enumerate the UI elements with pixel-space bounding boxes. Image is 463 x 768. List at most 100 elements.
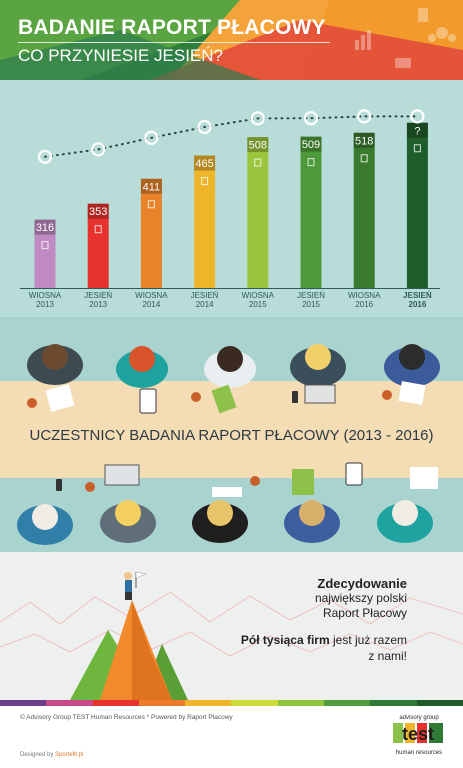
x-tick-label: 2014 (143, 300, 161, 309)
bar (406, 122, 428, 288)
chart-background (0, 80, 463, 317)
x-tick-label: 2013 (36, 300, 54, 309)
color-strip-segment (0, 700, 47, 706)
coffee-cup-icon (85, 482, 95, 492)
bar-label-box (406, 122, 428, 138)
participants-heading: UCZESTNICY BADANIA RAPORT PŁACOWY (2013 … (29, 427, 434, 444)
trend-point (250, 111, 265, 126)
person-icon (100, 500, 156, 543)
summary-section: Zdecydowanie największy polski Raport Pł… (0, 552, 463, 700)
person-icon (27, 344, 83, 385)
bar-label-box (300, 136, 322, 152)
bar (140, 178, 162, 288)
bar-value-label: 465 (195, 158, 213, 170)
page-title: BADANIE RAPORT PŁACOWY (18, 16, 326, 39)
x-tick-label: JESIEŃ (84, 291, 112, 300)
meeting-illustration: UCZESTNICY BADANIA RAPORT PŁACOWY (2013 … (0, 317, 463, 552)
bar-label-box (140, 178, 162, 194)
footer (0, 706, 463, 768)
coffee-cup-icon (27, 398, 37, 408)
companies-line-2: z nami! (368, 649, 407, 663)
x-tick-label: WIOSNA (242, 291, 275, 300)
companies-rest: jest już razem (329, 633, 407, 647)
bar-label-box (353, 132, 375, 148)
page-subtitle: CO PRZYNIESIE JESIEŃ? (18, 46, 223, 65)
color-strip-segment (277, 700, 325, 706)
color-strip-segment (231, 700, 278, 706)
trend-point (197, 119, 212, 135)
trend-point (144, 130, 159, 145)
summary-line-1: Zdecydowanie (317, 576, 407, 591)
bar-chart: 316WIOSNA2013353JESIEŃ2013411WIOSNA20144… (0, 80, 463, 317)
x-tick-label: 2015 (302, 300, 320, 309)
trend-point (91, 142, 106, 157)
summary-line-2: największy polski (314, 591, 407, 605)
svg-text:advisory group: advisory group (399, 715, 439, 721)
header-banner: BADANIE RAPORT PŁACOWY CO PRZYNIESIE JES… (0, 0, 463, 80)
bar-value-label: 508 (249, 140, 267, 152)
company-logo: advisory group test human resources (393, 715, 443, 756)
phone-icon (56, 479, 62, 491)
coffee-cup-icon (250, 476, 260, 486)
person-icon (17, 504, 73, 545)
color-strip-segment (92, 700, 139, 706)
tablet-icon (345, 462, 363, 486)
document-icon (360, 154, 368, 163)
x-tick-label: WIOSNA (348, 291, 381, 300)
color-strip-segment (46, 700, 93, 706)
summary-text: Zdecydowanie największy polski Raport Pł… (315, 576, 407, 621)
laptop-icon (104, 464, 140, 486)
document-icon (41, 241, 49, 250)
document-icon (254, 158, 262, 167)
bar (87, 203, 109, 288)
trend-point (410, 109, 425, 124)
document-icon (94, 225, 102, 234)
paper-icon (398, 381, 426, 405)
document-icon (307, 158, 315, 167)
title-divider (18, 42, 330, 43)
bar-label-box (34, 219, 56, 235)
trend-point (303, 111, 319, 126)
climber-icon (124, 572, 132, 580)
laptop-icon (304, 384, 336, 404)
color-strip-segment (370, 700, 417, 706)
paper-icon (212, 487, 242, 497)
x-tick-label: 2014 (196, 300, 214, 309)
person-icon (192, 500, 248, 543)
x-tick-label: 2016 (409, 300, 427, 309)
tablet-icon (139, 388, 157, 414)
color-strip (0, 700, 463, 706)
x-tick-label: WIOSNA (29, 291, 62, 300)
designed-by-text: Designed by Sportellt.pl (20, 752, 84, 758)
bar (34, 219, 56, 288)
paper-icon (45, 384, 75, 412)
coffee-cup-icon (191, 392, 201, 402)
trend-point (357, 109, 372, 124)
x-tick-label: JESIEŃ (191, 291, 219, 300)
x-tick-label: 2013 (89, 300, 107, 309)
bar-value-label: 518 (355, 135, 373, 147)
clipboard-icon (211, 384, 237, 414)
summary-line-3: Raport Płacowy (322, 606, 407, 620)
document-icon (147, 200, 155, 209)
designer-link[interactable]: Sportellt.pl (55, 752, 84, 758)
trend-line (44, 115, 419, 158)
paper-icon (410, 467, 438, 489)
x-tick-label: 2015 (249, 300, 267, 309)
bar (300, 136, 322, 288)
phone-icon (292, 391, 298, 403)
bar (247, 137, 269, 288)
svg-text:human resources: human resources (396, 750, 442, 756)
coffee-cup-icon (382, 390, 392, 400)
bar-label-box (247, 137, 269, 153)
companies-text: Pół tysiąca firm jest już razem z nami! (241, 632, 407, 664)
clipboard-icon (292, 469, 314, 495)
bar-value-label: 316 (36, 222, 54, 234)
color-strip-segment (324, 700, 371, 706)
trend-point (37, 149, 53, 164)
bar (353, 132, 375, 288)
person-icon (290, 344, 346, 387)
participants-graphic (17, 344, 440, 545)
bar-value-label: 353 (89, 206, 107, 218)
copyright-text: © Advisory Group TEST Human Resources * … (20, 714, 233, 721)
